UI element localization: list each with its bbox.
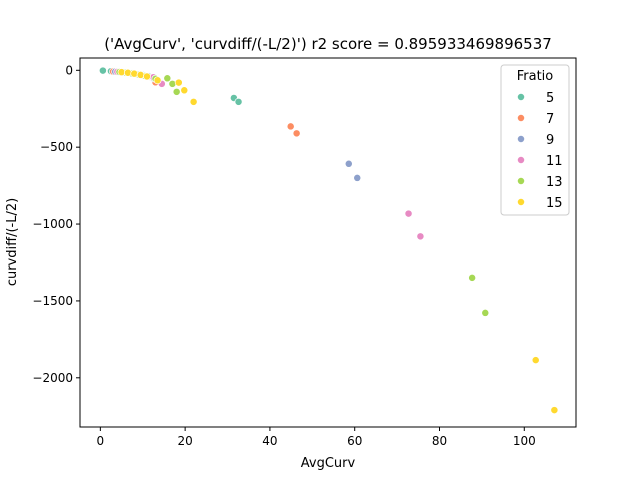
y-tick-label: −1500 <box>32 294 73 308</box>
legend: Fratio 5 7 9 11 13 15 <box>500 64 570 216</box>
legend-item: 7 <box>517 112 554 127</box>
legend-marker <box>517 198 525 206</box>
data-point <box>234 97 243 106</box>
x-tick-label: 60 <box>347 434 362 448</box>
data-point <box>481 308 490 317</box>
x-axis-ticks: 0 20 40 60 80 100 <box>97 427 536 448</box>
data-point <box>550 406 559 415</box>
data-point <box>416 232 425 241</box>
x-tick-label: 40 <box>262 434 277 448</box>
data-point <box>404 209 413 218</box>
series-15 <box>117 68 559 415</box>
legend-items: 5 7 9 11 13 15 <box>517 91 563 211</box>
y-axis-ticks: 0 −500 −1000 −1500 −2000 <box>32 63 80 385</box>
data-point <box>353 173 362 182</box>
y-tick-label: −500 <box>40 140 73 154</box>
data-point <box>292 129 301 138</box>
data-points <box>98 66 559 415</box>
data-point <box>286 122 295 131</box>
y-tick-label: −1000 <box>32 217 73 231</box>
data-point <box>468 273 477 282</box>
legend-item: 13 <box>517 175 563 190</box>
legend-item: 9 <box>517 133 554 148</box>
data-point <box>163 74 172 83</box>
legend-title: Fratio <box>517 69 554 84</box>
axes-frame <box>79 57 577 428</box>
legend-label: 9 <box>546 133 554 148</box>
legend-item: 15 <box>517 196 563 211</box>
legend-marker <box>517 156 525 164</box>
legend-label: 5 <box>546 91 554 106</box>
x-tick-label: 0 <box>97 434 105 448</box>
legend-item: 5 <box>517 91 554 106</box>
data-point <box>174 78 183 87</box>
data-point <box>130 69 139 78</box>
legend-label: 13 <box>546 175 563 190</box>
data-point <box>98 66 107 75</box>
data-point <box>153 76 162 85</box>
legend-marker <box>517 177 525 185</box>
data-point <box>180 86 189 95</box>
legend-marker <box>517 93 525 101</box>
data-point <box>344 159 353 168</box>
chart-title: ('AvgCurv', 'curvdiff/(-L/2)') r2 score … <box>104 35 552 53</box>
data-point <box>531 356 540 365</box>
legend-box <box>500 64 570 216</box>
y-axis-label: curvdiff/(-L/2) <box>5 198 20 286</box>
legend-label: 11 <box>546 154 563 169</box>
x-axis-label: AvgCurv <box>301 456 356 471</box>
legend-label: 7 <box>546 112 554 127</box>
legend-item: 11 <box>517 154 563 169</box>
data-point <box>168 79 177 88</box>
x-tick-label: 20 <box>177 434 192 448</box>
legend-marker <box>517 135 525 143</box>
y-tick-label: −2000 <box>32 371 73 385</box>
data-point <box>172 87 181 96</box>
x-tick-label: 100 <box>513 434 536 448</box>
data-point <box>136 70 145 79</box>
data-point <box>189 97 198 106</box>
legend-marker <box>517 114 525 122</box>
data-point <box>143 72 151 81</box>
y-tick-label: 0 <box>65 63 73 77</box>
legend-label: 15 <box>546 196 563 211</box>
x-tick-label: 80 <box>432 434 447 448</box>
